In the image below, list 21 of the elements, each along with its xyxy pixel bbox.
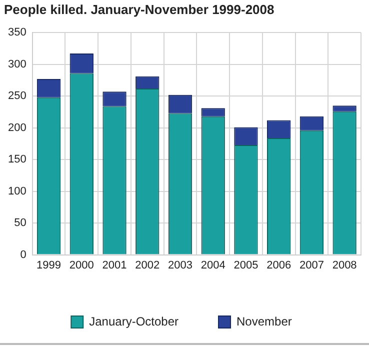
x-tick-label: 2000 xyxy=(69,259,94,272)
x-tick-label: 2003 xyxy=(168,259,192,272)
legend-label: January-October xyxy=(89,314,179,328)
x-tick-label: 1999 xyxy=(36,259,62,272)
x-tick-label: 2006 xyxy=(266,259,292,272)
y-tick-label: 200 xyxy=(8,122,26,134)
x-tick-label: 2007 xyxy=(299,259,324,272)
y-tick-label: 50 xyxy=(14,217,26,230)
y-tick-label: 300 xyxy=(8,58,26,70)
y-tick-label: 350 xyxy=(8,26,26,39)
x-tick-label: 2004 xyxy=(200,259,226,272)
x-tick-label: 2002 xyxy=(135,259,160,272)
legend-label: November xyxy=(236,314,292,328)
x-tick-label: 2005 xyxy=(234,259,258,272)
x-tick-label: 2008 xyxy=(332,259,357,272)
y-tick-label: 250 xyxy=(8,90,26,102)
y-tick-label: 0 xyxy=(20,248,26,261)
y-tick-label: 100 xyxy=(8,185,26,198)
x-tick-label: 2001 xyxy=(102,259,127,272)
chart-title: People killed. January-November 1999-2008 xyxy=(4,2,274,17)
y-tick-label: 150 xyxy=(8,154,26,166)
